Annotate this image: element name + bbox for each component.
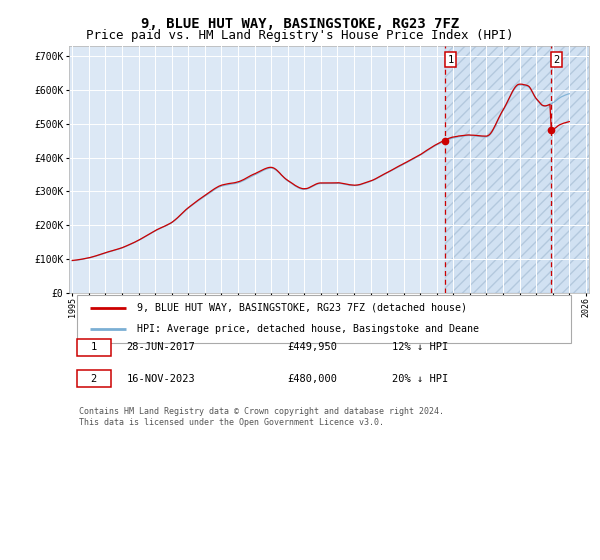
- Text: £449,950: £449,950: [287, 342, 337, 352]
- Text: 28-JUN-2017: 28-JUN-2017: [126, 342, 195, 352]
- Text: 2: 2: [91, 374, 97, 384]
- Text: HPI: Average price, detached house, Basingstoke and Deane: HPI: Average price, detached house, Basi…: [137, 324, 479, 334]
- Bar: [445, 46, 589, 293]
- Text: 12% ↓ HPI: 12% ↓ HPI: [392, 342, 448, 352]
- FancyBboxPatch shape: [77, 370, 110, 387]
- Text: Contains HM Land Registry data © Crown copyright and database right 2024.
This d: Contains HM Land Registry data © Crown c…: [79, 407, 445, 427]
- Text: 1: 1: [448, 54, 454, 64]
- Text: 9, BLUE HUT WAY, BASINGSTOKE, RG23 7FZ (detached house): 9, BLUE HUT WAY, BASINGSTOKE, RG23 7FZ (…: [137, 303, 467, 313]
- FancyBboxPatch shape: [77, 339, 110, 356]
- Text: 16-NOV-2023: 16-NOV-2023: [126, 374, 195, 384]
- Text: 9, BLUE HUT WAY, BASINGSTOKE, RG23 7FZ: 9, BLUE HUT WAY, BASINGSTOKE, RG23 7FZ: [141, 17, 459, 31]
- Text: 2: 2: [553, 54, 559, 64]
- Text: £480,000: £480,000: [287, 374, 337, 384]
- Text: 1: 1: [91, 342, 97, 352]
- Bar: [445, 46, 589, 293]
- FancyBboxPatch shape: [77, 295, 571, 343]
- Text: 20% ↓ HPI: 20% ↓ HPI: [392, 374, 448, 384]
- Text: Price paid vs. HM Land Registry's House Price Index (HPI): Price paid vs. HM Land Registry's House …: [86, 29, 514, 42]
